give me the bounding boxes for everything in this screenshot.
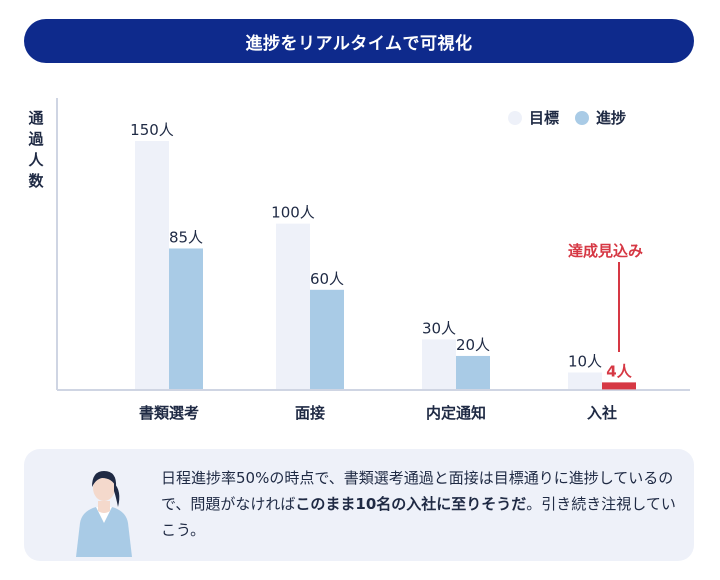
bar-target-0	[135, 141, 169, 389]
person-avatar-icon	[76, 471, 132, 557]
chart-title-banner: 進捗をリアルタイムで可視化	[24, 19, 694, 63]
comment-part2: 。引き続き注視していこう。	[161, 495, 676, 539]
bar-target-2	[422, 339, 456, 389]
forecast-annotation: 達成見込み	[568, 242, 644, 260]
data-label-target-3: 10人	[568, 352, 602, 370]
comment-text: 日程進捗率50%の時点で、書類選考通過と面接は目標通りに進捗しているので、問題が…	[161, 465, 681, 543]
legend-swatch-target	[508, 110, 522, 125]
x-tick-label-0: 書類選考	[139, 404, 199, 422]
data-label-progress-2: 20人	[456, 336, 490, 354]
comment-box: 日程進捗率50%の時点で、書類選考通過と面接は目標通りに進捗しているので、問題が…	[24, 449, 694, 561]
bar-progress-2	[456, 355, 490, 389]
data-label-progress-0: 85人	[169, 228, 203, 246]
data-label-target-1: 100人	[271, 204, 315, 222]
x-tick-label-3: 入社	[587, 404, 617, 422]
legend-item-progress: 進捗	[575, 107, 626, 128]
legend-label-target: 目標	[529, 109, 560, 127]
legend-label-progress: 進捗	[596, 109, 627, 127]
x-tick-label-2: 内定通知	[426, 404, 486, 422]
bar-progress-0	[169, 248, 203, 389]
legend-swatch-progress	[575, 110, 590, 125]
chart-title: 進捗をリアルタイムで可視化	[245, 33, 473, 54]
data-label-progress-1: 60人	[310, 270, 344, 288]
bar-progress-1	[310, 289, 344, 389]
bar-target-1	[276, 223, 310, 389]
legend-item-target: 目標	[508, 107, 559, 128]
bar-progress-3	[602, 382, 636, 390]
data-label-target-0: 150人	[130, 121, 174, 139]
comment-bold: このまま10名の入社に至りそうだ	[295, 495, 527, 513]
data-label-progress-3: 4人	[606, 362, 632, 380]
legend: 目標 進捗	[508, 107, 642, 128]
comment-part1: 日程進捗率50%の時点で、書類選考通過と面接は目標通りに進捗しているので、問題が…	[161, 469, 674, 513]
y-axis-label: 通過人数	[28, 109, 44, 190]
data-label-target-2: 30人	[422, 319, 456, 337]
bar-target-3	[568, 372, 602, 389]
x-tick-label-1: 面接	[295, 404, 325, 422]
